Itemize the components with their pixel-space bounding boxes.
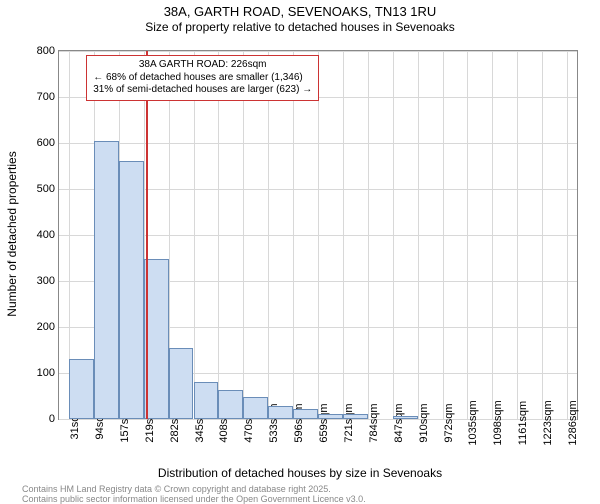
gridline-v <box>542 51 543 419</box>
footer-line-2: Contains public sector information licen… <box>22 494 366 504</box>
marker-vline <box>146 51 148 419</box>
x-tick-label: 847sqm <box>393 403 405 442</box>
gridline-v <box>492 51 493 419</box>
y-tick-label: 400 <box>37 229 55 241</box>
y-tick-label: 600 <box>37 137 55 149</box>
chart-title-sub: Size of property relative to detached ho… <box>0 20 600 34</box>
gridline-v <box>467 51 468 419</box>
x-tick-label: 910sqm <box>418 403 430 442</box>
gridline-v <box>418 51 419 419</box>
x-tick-label: 721sqm <box>343 403 355 442</box>
gridline-v <box>318 51 319 419</box>
x-tick-label: 1286sqm <box>567 400 579 445</box>
gridline-v <box>268 51 269 419</box>
gridline-v <box>218 51 219 419</box>
annotation-line: 31% of semi-detached houses are larger (… <box>93 84 312 97</box>
histogram-bar <box>169 348 194 419</box>
gridline-v <box>517 51 518 419</box>
y-tick-label: 300 <box>37 275 55 287</box>
histogram-bar <box>119 161 144 419</box>
histogram-bar <box>94 141 119 419</box>
histogram-bar <box>243 397 268 419</box>
gridline-v <box>393 51 394 419</box>
x-tick-label: 784sqm <box>368 403 380 442</box>
x-tick-label: 1161sqm <box>517 401 529 445</box>
x-axis-label: Distribution of detached houses by size … <box>158 466 442 480</box>
gridline-v <box>243 51 244 419</box>
annotation-line: 38A GARTH ROAD: 226sqm <box>93 59 312 72</box>
y-tick-label: 200 <box>37 321 55 333</box>
histogram-bar <box>69 359 94 419</box>
y-tick-label: 700 <box>37 91 55 103</box>
footer-line-1: Contains HM Land Registry data © Crown c… <box>22 484 331 494</box>
y-tick-label: 800 <box>37 45 55 57</box>
y-tick-label: 0 <box>49 413 55 425</box>
gridline-v <box>293 51 294 419</box>
annotation-line: ← 68% of detached houses are smaller (1,… <box>93 72 312 85</box>
annotation-box: 38A GARTH ROAD: 226sqm← 68% of detached … <box>86 55 319 101</box>
x-tick-label: 1098sqm <box>492 400 504 445</box>
gridline-v <box>567 51 568 419</box>
chart-title-main: 38A, GARTH ROAD, SEVENOAKS, TN13 1RU <box>0 4 600 19</box>
chart-plot-area: 010020030040050060070080031sqm94sqm157sq… <box>58 50 578 420</box>
y-tick-label: 500 <box>37 183 55 195</box>
histogram-bar <box>268 406 293 419</box>
gridline-v <box>368 51 369 419</box>
histogram-bar <box>318 414 343 419</box>
histogram-bar <box>218 390 243 419</box>
gridline-v <box>343 51 344 419</box>
gridline-v <box>194 51 195 419</box>
histogram-bar <box>343 414 368 419</box>
histogram-bar <box>293 409 318 419</box>
x-tick-label: 659sqm <box>318 403 330 442</box>
x-tick-label: 1223sqm <box>542 400 554 445</box>
y-tick-label: 100 <box>37 367 55 379</box>
y-axis-label: Number of detached properties <box>5 151 19 316</box>
histogram-bar <box>393 416 418 419</box>
histogram-bar <box>194 382 219 419</box>
gridline-v <box>443 51 444 419</box>
x-tick-label: 972sqm <box>443 403 455 442</box>
x-tick-label: 1035sqm <box>467 400 479 445</box>
